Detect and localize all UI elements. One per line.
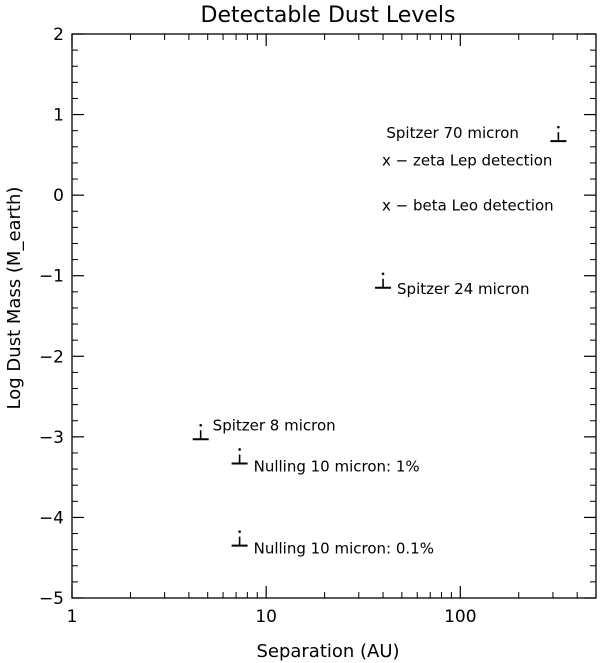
- upper-limit-marker: [231, 530, 248, 547]
- legend: x − zeta Lep detection x − beta Leo detec…: [382, 151, 554, 214]
- x-tick-label: 100: [444, 607, 476, 627]
- y-tick-label: −2: [39, 347, 64, 367]
- plot-frame: [71, 33, 597, 599]
- point-label: Spitzer 24 micron: [397, 280, 530, 298]
- x-axis-label: Separation (AU): [256, 641, 399, 662]
- data-marks: Spitzer 8 micron Nulling 10 micron: 1% Nul…: [192, 124, 567, 558]
- legend-entry: x − beta Leo detection: [382, 196, 554, 214]
- point-label: Nulling 10 micron: 1%: [254, 457, 420, 475]
- limit-dot: [557, 125, 560, 129]
- point-label: Spitzer 70 micron: [386, 124, 519, 142]
- legend-entry: x − zeta Lep detection: [382, 151, 552, 169]
- limit-dot: [238, 448, 241, 451]
- y-tick-label: −5: [39, 589, 64, 609]
- point-label: Nulling 10 micron: 0.1%: [254, 540, 434, 558]
- limit-dot: [381, 272, 385, 276]
- limit-dot: [199, 423, 202, 427]
- axis-ticks: 210−1−2−3−4−51 10 100: [39, 25, 597, 627]
- x-tick-label: 10: [255, 607, 277, 627]
- upper-limit-marker: [550, 125, 567, 143]
- limit-dot: [238, 530, 241, 533]
- y-tick-label: −4: [39, 508, 64, 528]
- y-tick-label: 0: [53, 186, 64, 206]
- y-tick-label: 1: [53, 106, 64, 126]
- y-tick-label: −3: [39, 428, 64, 448]
- upper-limit-marker: [192, 423, 209, 441]
- point-label: Spitzer 8 micron: [213, 416, 336, 434]
- y-tick-label: −1: [39, 267, 64, 287]
- y-tick-label: 2: [53, 25, 64, 45]
- upper-limit-marker: [375, 272, 392, 289]
- chart-title: Detectable Dust Levels: [201, 3, 456, 28]
- x-tick-label: 1: [67, 607, 78, 627]
- y-axis-label: Log Dust Mass (M_earth): [4, 187, 25, 410]
- upper-limit-marker: [231, 448, 248, 465]
